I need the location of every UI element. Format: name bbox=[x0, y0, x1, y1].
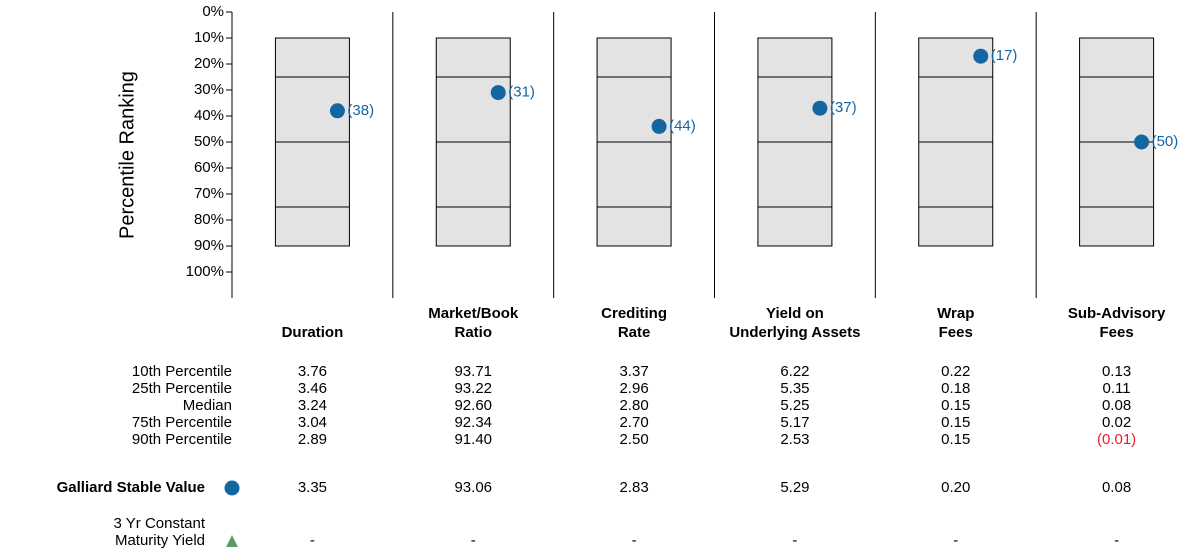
y-tick-label: 90% bbox=[194, 237, 224, 254]
category-label: Rate bbox=[618, 324, 651, 341]
table-cell: 0.18 bbox=[941, 380, 970, 397]
table-cell: 0.11 bbox=[1103, 380, 1131, 397]
table-cell: - bbox=[471, 532, 476, 549]
category-label: Crediting bbox=[601, 305, 667, 322]
value-label: (17) bbox=[991, 47, 1018, 64]
legend-marker bbox=[224, 480, 240, 496]
table-cell: 3.76 bbox=[298, 363, 327, 380]
table-cell: 2.96 bbox=[619, 380, 648, 397]
table-cell: - bbox=[310, 532, 315, 549]
table-cell: 2.80 bbox=[619, 397, 648, 414]
point bbox=[812, 100, 828, 116]
value-label: (31) bbox=[508, 84, 535, 101]
value-label: (37) bbox=[830, 99, 857, 116]
table-cell: 93.06 bbox=[454, 479, 492, 496]
point bbox=[490, 85, 506, 101]
table-cell: 0.08 bbox=[1102, 479, 1131, 496]
point bbox=[651, 118, 667, 134]
row-label: 25th Percentile bbox=[132, 380, 232, 397]
value-label: (50) bbox=[1152, 133, 1179, 150]
table-cell: 0.15 bbox=[941, 431, 970, 448]
legend-label: Maturity Yield bbox=[115, 532, 205, 549]
y-tick-label: 80% bbox=[194, 211, 224, 228]
row-label: 10th Percentile bbox=[132, 363, 232, 380]
y-tick-label: 100% bbox=[186, 263, 224, 280]
table-cell: 3.37 bbox=[619, 363, 648, 380]
table-cell: 0.08 bbox=[1102, 397, 1131, 414]
table-cell: 2.70 bbox=[619, 414, 648, 431]
category-label: Wrap bbox=[937, 305, 974, 322]
row-label: Median bbox=[183, 397, 232, 414]
y-tick-label: 0% bbox=[202, 3, 224, 20]
table-cell: 93.71 bbox=[454, 363, 492, 380]
table-cell: 0.20 bbox=[941, 479, 970, 496]
table-cell: 2.53 bbox=[780, 431, 809, 448]
table-cell: 2.89 bbox=[298, 431, 327, 448]
table-cell: - bbox=[632, 532, 637, 549]
legend-label: 3 Yr Constant bbox=[114, 515, 206, 532]
table-cell: - bbox=[953, 532, 958, 549]
category-label: Market/Book bbox=[428, 305, 519, 322]
point bbox=[329, 103, 345, 119]
category-label: Sub-Advisory bbox=[1068, 305, 1166, 322]
row-label: 75th Percentile bbox=[132, 414, 232, 431]
table-cell: 6.22 bbox=[780, 363, 809, 380]
y-tick-label: 40% bbox=[194, 107, 224, 124]
table-cell: 93.22 bbox=[454, 380, 492, 397]
y-tick-label: 30% bbox=[194, 81, 224, 98]
category-label: Fees bbox=[1099, 324, 1133, 341]
category-label: Duration bbox=[282, 324, 344, 341]
table-cell: 0.22 bbox=[941, 363, 970, 380]
table-cell: 3.24 bbox=[298, 397, 327, 414]
table-cell: 5.17 bbox=[780, 414, 809, 431]
y-tick-label: 10% bbox=[194, 29, 224, 46]
table-cell: - bbox=[1114, 532, 1119, 549]
point bbox=[973, 48, 989, 64]
table-cell: 0.02 bbox=[1102, 414, 1131, 431]
legend-label: Galliard Stable Value bbox=[57, 479, 205, 496]
category-label: Underlying Assets bbox=[729, 324, 860, 341]
table-cell: 5.35 bbox=[780, 380, 809, 397]
table-cell: 3.46 bbox=[298, 380, 327, 397]
y-tick-label: 60% bbox=[194, 159, 224, 176]
table-cell: 5.29 bbox=[780, 479, 809, 496]
category-label: Fees bbox=[939, 324, 973, 341]
table-cell: (0.01) bbox=[1097, 431, 1136, 448]
value-label: (38) bbox=[347, 102, 374, 119]
category-label: Yield on bbox=[766, 305, 824, 322]
y-tick-label: 50% bbox=[194, 133, 224, 150]
table-cell: - bbox=[792, 532, 797, 549]
table-cell: 3.04 bbox=[298, 414, 327, 431]
y-tick-label: 70% bbox=[194, 185, 224, 202]
table-cell: 92.60 bbox=[454, 397, 492, 414]
legend-marker bbox=[226, 535, 238, 547]
point bbox=[1134, 134, 1150, 150]
table-cell: 2.50 bbox=[619, 431, 648, 448]
y-tick-label: 20% bbox=[194, 55, 224, 72]
category-label: Ratio bbox=[455, 324, 493, 341]
table-cell: 91.40 bbox=[454, 431, 492, 448]
table-cell: 92.34 bbox=[454, 414, 492, 431]
value-label: (44) bbox=[669, 117, 696, 134]
table-cell: 3.35 bbox=[298, 479, 327, 496]
table-cell: 5.25 bbox=[780, 397, 809, 414]
table-cell: 2.83 bbox=[619, 479, 648, 496]
row-label: 90th Percentile bbox=[132, 431, 232, 448]
y-axis-title: Percentile Ranking bbox=[116, 71, 138, 239]
table-cell: 0.15 bbox=[941, 397, 970, 414]
table-cell: 0.13 bbox=[1102, 363, 1131, 380]
table-cell: 0.15 bbox=[941, 414, 970, 431]
